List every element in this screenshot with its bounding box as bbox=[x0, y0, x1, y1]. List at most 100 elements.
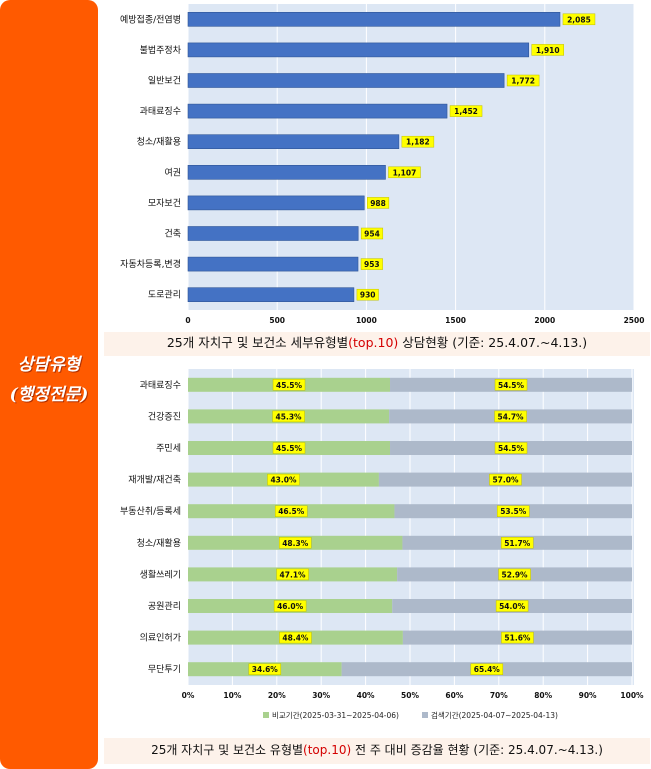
chart1-x-tick-label: 1000 bbox=[356, 316, 377, 325]
chart1-caption: 25개 자치구 및 보건소 세부유형별(top.10) 상담현황 (기준: 25… bbox=[104, 332, 650, 356]
chart2-x-tick-label: 10% bbox=[223, 691, 241, 700]
chart2-search-label-bg bbox=[500, 537, 534, 549]
chart1-value-label: 2,085 bbox=[567, 15, 591, 24]
chart2-search-label-bg bbox=[496, 505, 530, 517]
chart1-bar bbox=[187, 195, 365, 211]
chart2-legend-search: 검색기간(2025-04-07~2025-04-13) bbox=[431, 710, 558, 720]
chart2-search-label: 54.5% bbox=[498, 381, 525, 390]
chart2-search-label-bg bbox=[470, 663, 504, 675]
chart2-search-label-bg bbox=[498, 568, 531, 581]
chart2-compare-label: 34.6% bbox=[252, 665, 279, 674]
chart2-compare-label-bg bbox=[272, 410, 305, 423]
chart1-category-label: 과태료징수 bbox=[140, 106, 181, 117]
chart2-category-label: 재개발/재건축 bbox=[128, 475, 181, 486]
chart2-x-tick-label: 0% bbox=[182, 691, 195, 700]
chart2-search-label-bg bbox=[501, 631, 534, 644]
chart2-search-label-bg bbox=[489, 473, 522, 486]
chart1-bar bbox=[187, 73, 505, 88]
chart1-caption-suffix: 상담현황 (기준: 25.4.07.~4.13.) bbox=[398, 335, 588, 350]
chart2-x-tick-label: 80% bbox=[534, 691, 552, 700]
chart2-compare-label: 48.3% bbox=[282, 539, 309, 548]
chart2-category-label: 공원관리 bbox=[148, 601, 181, 612]
chart2-compare-label-bg bbox=[272, 442, 306, 454]
chart2-compare-label: 47.1% bbox=[280, 570, 307, 579]
chart2-compare-label: 45.5% bbox=[276, 444, 303, 453]
chart2-search-label-bg bbox=[494, 379, 528, 391]
chart1-category-label: 모자보건 bbox=[148, 198, 181, 209]
chart2-category-label: 과태료징수 bbox=[140, 380, 181, 391]
chart2-search-label-bg bbox=[494, 442, 528, 454]
chart1-value-label-bg bbox=[356, 288, 379, 301]
chart2-search-label: 57.0% bbox=[492, 476, 519, 485]
chart1-x-tick-label: 2500 bbox=[624, 316, 645, 325]
chart1-category-label: 일반보건 bbox=[148, 76, 181, 87]
chart2-x-tick-label: 30% bbox=[312, 691, 330, 700]
chart1-bar bbox=[187, 12, 561, 27]
chart1-bar bbox=[187, 287, 355, 303]
chart2-search-label-bg bbox=[495, 600, 529, 612]
chart1-category-label: 자동차등록,변경 bbox=[120, 258, 181, 270]
chart1-x-tick-label: 500 bbox=[269, 316, 285, 325]
chart2-category-label: 건강증진 bbox=[148, 411, 181, 422]
chart2-caption-highlight: (top.10) bbox=[303, 743, 352, 757]
chart2-compare-label: 48.4% bbox=[282, 634, 309, 643]
chart2-compare-label: 46.0% bbox=[277, 602, 304, 611]
chart1-x-tick-label: 2000 bbox=[534, 316, 555, 325]
sidebar-title-line1: 상담유형 bbox=[17, 355, 81, 375]
chart2-compare-label-bg bbox=[279, 631, 312, 644]
sidebar: 상담유형 (행정전문) bbox=[0, 0, 98, 769]
chart1-category-label: 예방접종/전염병 bbox=[120, 13, 181, 25]
chart1-value-label: 1,107 bbox=[393, 168, 417, 177]
chart1-category-label: 청소/재활용 bbox=[137, 136, 181, 148]
chart2-compare-label-bg bbox=[276, 568, 309, 581]
chart2-caption-suffix: 전 주 대비 증감율 현황 (기준: 25.4.07.~4.13.) bbox=[351, 743, 603, 757]
chart1-value-label: 930 bbox=[360, 291, 376, 300]
chart1-caption-prefix: 25개 자치구 및 보건소 세부유형별 bbox=[166, 335, 349, 350]
chart1-bar bbox=[187, 103, 448, 119]
chart2-compare-label-bg bbox=[248, 663, 282, 675]
sidebar-title: 상담유형 (행정전문) bbox=[0, 350, 98, 410]
chart1-category-label: 건축 bbox=[164, 229, 181, 240]
chart2-x-tick-label: 60% bbox=[445, 691, 463, 700]
chart2-category-label: 생활쓰레기 bbox=[140, 568, 181, 580]
chart2-x-tick-label: 100% bbox=[620, 691, 644, 700]
chart1-value-label-bg bbox=[360, 227, 384, 240]
sidebar-title-line2: (행정전문) bbox=[9, 385, 89, 405]
chart2-x-tick-label: 40% bbox=[357, 691, 375, 700]
chart2-compare-label: 43.0% bbox=[270, 476, 297, 485]
chart2-category-label: 무단투기 bbox=[148, 664, 181, 675]
chart2-compare-label: 45.5% bbox=[276, 381, 303, 390]
chart1-value-label: 953 bbox=[364, 260, 380, 269]
chart2-category-label: 의료인허가 bbox=[140, 633, 181, 644]
chart1-value-label: 1,772 bbox=[511, 77, 535, 86]
chart2-compare-label: 45.3% bbox=[276, 412, 303, 421]
chart2-caption: 25개 자치구 및 보건소 유형별(top.10) 전 주 대비 증감율 현황 … bbox=[104, 738, 650, 764]
chart1-value-label-bg bbox=[367, 197, 390, 209]
chart2-category-label: 청소/재활용 bbox=[137, 537, 181, 549]
chart2-x-tick-label: 90% bbox=[579, 691, 597, 700]
chart1-category-label: 도로관리 bbox=[148, 290, 181, 301]
chart2-legend-swatch-search bbox=[422, 712, 428, 718]
chart1-value-label-bg bbox=[506, 74, 540, 87]
chart2-search-label: 51.7% bbox=[504, 539, 531, 548]
chart2-compare-label-bg bbox=[272, 379, 306, 391]
chart1-value-label-bg bbox=[401, 135, 435, 148]
chart2-search-label: 53.5% bbox=[500, 507, 527, 516]
chart1-value-label-bg bbox=[562, 13, 596, 26]
chart2-search-label: 54.0% bbox=[499, 602, 526, 611]
chart2-category-label: 부동산취/등록세 bbox=[120, 506, 181, 517]
chart2-compare-label-bg bbox=[278, 537, 312, 549]
chart2-x-tick-label: 70% bbox=[490, 691, 508, 700]
chart1-value-label-bg bbox=[449, 105, 483, 117]
chart1-value-label: 1,452 bbox=[454, 107, 478, 116]
chart2-compare-label-bg bbox=[273, 600, 307, 612]
chart2-compare-label-bg bbox=[274, 505, 308, 517]
chart1-value-label: 954 bbox=[364, 230, 380, 239]
chart2-compare-label-bg bbox=[267, 473, 300, 486]
chart2-search-label: 54.5% bbox=[498, 444, 525, 453]
chart2-legend-swatch-compare bbox=[263, 712, 269, 718]
chart1-value-label-bg bbox=[360, 258, 383, 270]
chart2-caption-prefix: 25개 자치구 및 보건소 유형별 bbox=[151, 743, 304, 757]
chart1-value-label-bg bbox=[388, 166, 421, 179]
